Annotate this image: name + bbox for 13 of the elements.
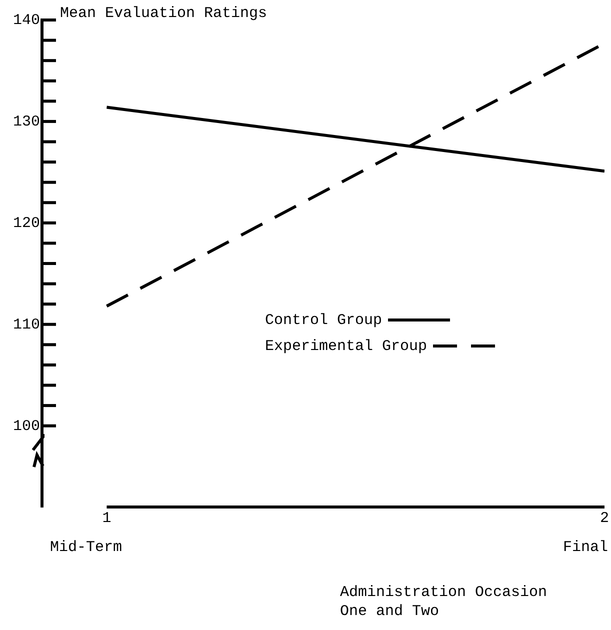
legend-label: Control Group [265,312,382,329]
y-tick-label: 120 [12,214,40,232]
x-tick-label: 2 [600,510,610,527]
y-tick-label: 130 [12,113,40,130]
chart-title: Mean Evaluation Ratings [60,4,268,23]
y-tick-label: 110 [12,316,40,334]
legend-label: Experimental Group [265,338,428,355]
text: Mid-Term [50,538,122,557]
x-axis-title: Administration Occasion One and Two [340,583,548,621]
text: Final [563,538,608,557]
y-tick-label: 140 [12,12,40,29]
y-tick-label: 100 [12,418,40,435]
x-tick-label: 1 [102,510,112,527]
